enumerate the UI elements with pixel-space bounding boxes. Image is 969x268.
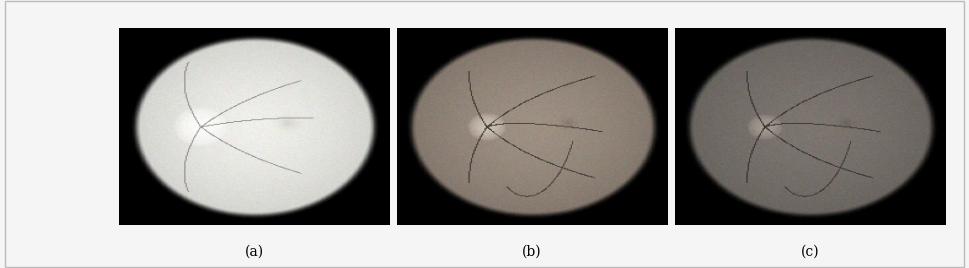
Text: (b): (b) [522,245,542,259]
Text: (a): (a) [244,245,264,259]
Text: (c): (c) [800,245,819,259]
